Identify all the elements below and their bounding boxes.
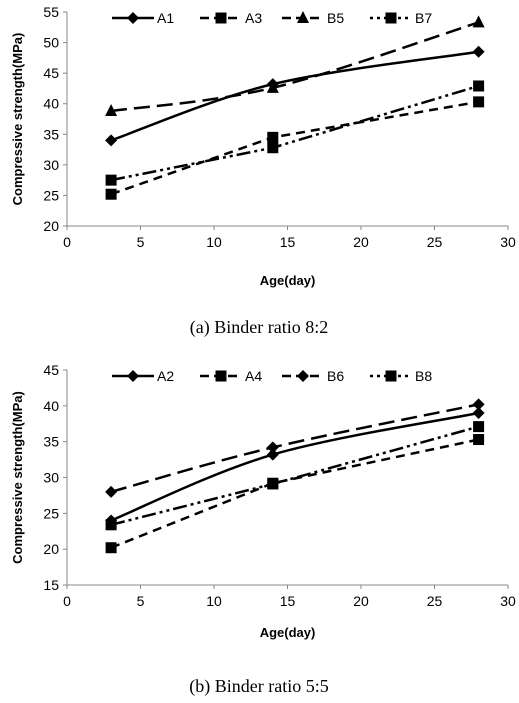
x-tick-label: 15 (280, 593, 296, 609)
y-tick-label: 25 (43, 505, 59, 521)
legend-marker-b6 (297, 370, 309, 382)
y-tick-label: 40 (43, 96, 59, 112)
data-point-b6 (472, 398, 485, 411)
series-line-a3 (110, 100, 479, 196)
data-point-a4 (105, 542, 117, 554)
legend-label-a1: A1 (157, 10, 174, 26)
x-tick-label: 20 (353, 593, 369, 609)
data-point-b7 (267, 142, 279, 154)
data-point-b7 (473, 80, 485, 92)
chart-binder-ratio-5-5: 15 20 25 30 35 40 45 0 5 10 15 20 25 30 Age(day) Compre… (10, 362, 516, 697)
x-axis-title: Age(day) (260, 273, 316, 288)
data-point-b8 (267, 478, 279, 490)
legend-label-b6: B6 (327, 368, 344, 384)
y-tick-label: 45 (43, 65, 59, 81)
data-point-b6 (266, 441, 279, 454)
series-line-a4 (110, 438, 479, 549)
data-point-b5 (105, 104, 118, 117)
y-tick-label: 15 (43, 577, 59, 593)
series-line-b7 (110, 84, 479, 182)
legend-marker-b5 (297, 11, 309, 23)
data-point-a2 (472, 407, 485, 419)
y-tick-label: 35 (43, 126, 59, 142)
y-tick-label: 45 (43, 362, 59, 378)
data-point-a2 (266, 448, 279, 461)
x-tick-label: 25 (427, 593, 443, 609)
x-tick-label: 5 (137, 234, 145, 250)
y-axis-title: Compressive strength(MPa) (10, 33, 25, 206)
x-tick-label: 25 (427, 234, 443, 250)
chart-binder-ratio-8-2: 20 25 30 35 40 45 50 55 0 5 10 15 20 25 30 Age(day) Comp… (10, 4, 516, 338)
legend-marker-b8 (385, 370, 397, 382)
x-tick-label: 30 (500, 593, 516, 609)
legend-label-b5: B5 (327, 10, 344, 26)
figure-caption: (b) Binder ratio 5:5 (189, 676, 328, 697)
legend-label-b7: B7 (415, 10, 432, 26)
y-tick-label: 25 (43, 187, 59, 203)
legend-marker-a2 (127, 370, 139, 382)
legend-label-a2: A2 (157, 368, 174, 384)
data-point-a1 (472, 45, 485, 58)
y-tick-label: 20 (43, 541, 59, 557)
data-point-a3 (267, 131, 279, 143)
data-point-b5 (266, 80, 279, 93)
series-line-b5 (110, 21, 479, 113)
x-tick-label: 20 (353, 234, 369, 250)
data-point-b7 (105, 174, 117, 186)
series-line-a2 (110, 411, 479, 522)
data-point-b5 (472, 15, 485, 28)
data-point-a1 (105, 134, 118, 147)
data-point-b6 (105, 485, 118, 498)
x-tick-label: 5 (137, 593, 145, 609)
x-tick-label: 10 (206, 593, 222, 609)
data-point-a4 (473, 434, 485, 446)
legend-label-a4: A4 (245, 368, 262, 384)
y-tick-label: 30 (43, 157, 59, 173)
data-point-b8 (473, 421, 485, 433)
y-tick-label: 50 (43, 35, 59, 51)
y-tick-label: 20 (43, 218, 59, 234)
x-tick-label: 0 (63, 234, 71, 250)
figure-caption: (a) Binder ratio 8:2 (190, 317, 328, 338)
series-line-a1 (110, 50, 479, 142)
x-tick-label: 15 (280, 234, 296, 250)
y-tick-label: 30 (43, 470, 59, 486)
x-tick-label: 10 (206, 234, 222, 250)
x-tick-label: 0 (63, 593, 71, 609)
x-tick-label: 30 (500, 234, 516, 250)
y-tick-label: 40 (43, 398, 59, 414)
legend-marker-a1 (127, 12, 139, 24)
legend-label-a3: A3 (245, 10, 262, 26)
legend-marker-b7 (385, 12, 397, 24)
legend-marker-a3 (215, 12, 227, 24)
x-axis-title: Age(day) (260, 625, 316, 640)
data-point-b8 (105, 519, 117, 531)
y-tick-label: 55 (43, 4, 59, 20)
data-point-a3 (473, 96, 485, 108)
legend-marker-a4 (215, 370, 227, 382)
legend-label-b8: B8 (415, 368, 432, 384)
y-axis-title: Compressive strength(MPa) (10, 391, 25, 564)
y-tick-label: 35 (43, 434, 59, 450)
data-point-a3 (105, 188, 117, 200)
